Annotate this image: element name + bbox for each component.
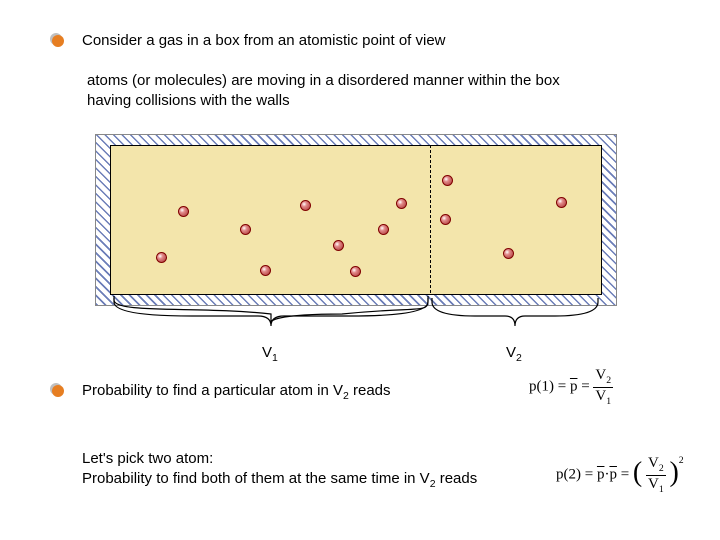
label-v2-sub: 2 [516,352,522,364]
prob1-suffix: reads [349,382,391,399]
equation-p2: p(2) = p·p = ( V2 V1 )2 [556,456,684,495]
label-v1-sub: 1 [272,352,278,364]
prob1-sub: 2 [343,390,349,402]
prob2-suffix: reads [436,470,478,487]
probability-1-line: Probability to find a particular atom in… [82,382,391,402]
prob2-sub: 2 [430,478,436,490]
prob2-prefix: Probability to find both of them at the … [82,470,430,487]
bullet-dot-icon [52,385,64,397]
probability-2-line: Probability to find both of them at the … [82,470,477,490]
label-v1-text: V [262,344,272,361]
label-v1: V1 [262,344,278,364]
label-v2-text: V [506,344,516,361]
pick-two-line: Let's pick two atom: [82,450,213,467]
equation-p1: p(1) = p = V2 V1 [529,368,613,407]
bullet-icon [50,383,64,397]
prob1-prefix: Probability to find a particular atom in… [82,382,343,399]
label-v2: V2 [506,344,522,364]
